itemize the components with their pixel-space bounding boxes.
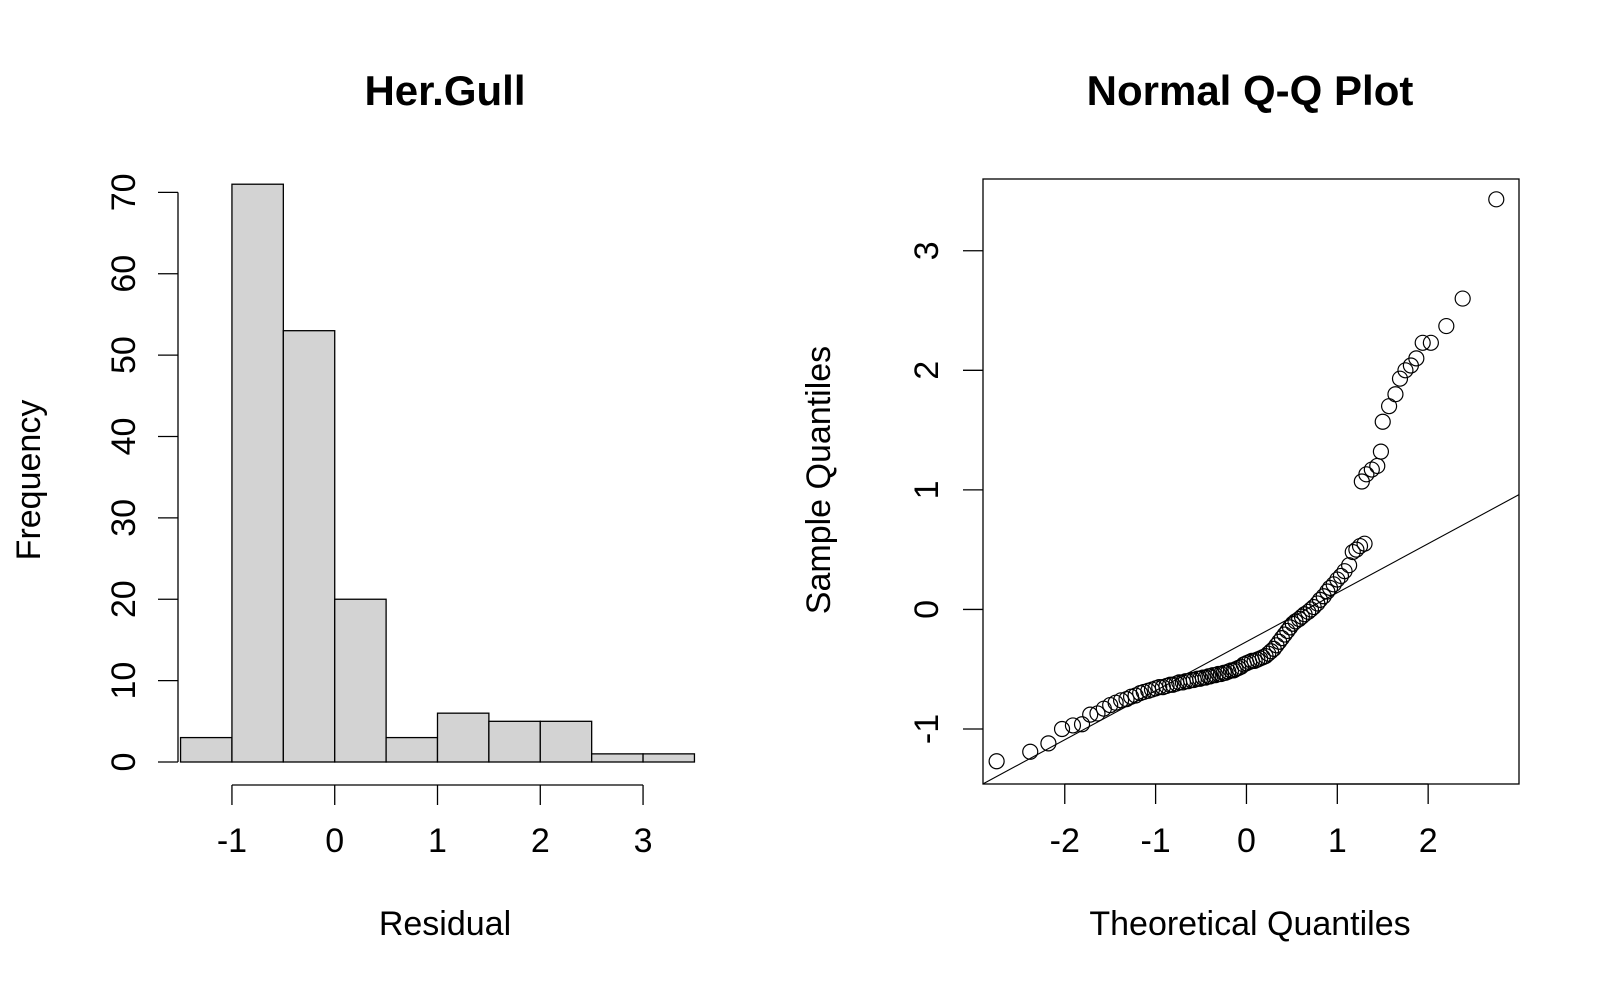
histogram-bar bbox=[385, 736, 439, 763]
qq-point bbox=[1387, 386, 1404, 403]
histogram-y-tick-label: 70 bbox=[105, 173, 143, 211]
qq-point bbox=[1118, 691, 1135, 708]
histogram-x-tick-label: 0 bbox=[325, 822, 344, 860]
qq-point bbox=[1089, 705, 1106, 722]
histogram-bars bbox=[179, 183, 696, 763]
qq-x-axis: -2 -1 0 1 2 bbox=[1050, 783, 1438, 860]
qq-y-axis: -1 0 1 2 3 bbox=[908, 241, 983, 744]
qq-points bbox=[988, 191, 1505, 770]
qq-point bbox=[1040, 735, 1057, 752]
histogram-bar bbox=[539, 720, 593, 763]
histogram-x-axis-label: Residual bbox=[379, 905, 511, 943]
qq-point bbox=[1358, 466, 1375, 483]
qq-point bbox=[1302, 601, 1320, 618]
qq-plot-frame bbox=[982, 178, 1520, 785]
qq-point bbox=[1438, 317, 1455, 335]
qq-point bbox=[1363, 461, 1380, 478]
histogram-y-tick-label: 20 bbox=[105, 580, 143, 618]
qq-x-tick-label: -2 bbox=[1050, 822, 1080, 860]
qq-x-tick-label: -1 bbox=[1140, 822, 1170, 860]
qq-reference-line-segment bbox=[982, 494, 1520, 785]
qq-y-tick-label: 0 bbox=[908, 600, 946, 619]
qq-point bbox=[1348, 541, 1365, 558]
qq-point bbox=[1336, 563, 1353, 580]
qq-point bbox=[1488, 191, 1505, 208]
qq-point bbox=[1397, 362, 1414, 379]
histogram-y-tick-label: 0 bbox=[105, 753, 143, 772]
qq-point bbox=[1414, 334, 1431, 351]
qq-point bbox=[1260, 645, 1277, 662]
qq-y-axis-label: Sample Quantiles bbox=[800, 346, 838, 614]
qq-point bbox=[988, 753, 1005, 770]
qq-point bbox=[1254, 649, 1271, 666]
histogram-bar bbox=[591, 753, 644, 763]
qq-point bbox=[1300, 603, 1317, 620]
qq-point bbox=[1454, 290, 1471, 307]
qq-x-tick-label: 2 bbox=[1419, 822, 1438, 860]
qq-point bbox=[1151, 679, 1168, 696]
qq-plot-panel: Normal Q-Q Plot Theoretical Quantiles Sa… bbox=[800, 67, 1520, 943]
histogram-x-tick-label: 2 bbox=[531, 822, 550, 860]
qq-x-axis-label: Theoretical Quantiles bbox=[1089, 905, 1410, 943]
histogram-x-axis: -1 0 1 2 3 bbox=[217, 784, 653, 860]
histogram-bar bbox=[282, 330, 336, 763]
qq-x-tick-label: 1 bbox=[1328, 822, 1347, 860]
qq-point bbox=[1391, 370, 1409, 387]
histogram-y-axis-label: Frequency bbox=[10, 400, 48, 561]
qq-point bbox=[1112, 692, 1130, 709]
qq-point bbox=[1064, 717, 1082, 734]
qq-plot-title: Normal Q-Q Plot bbox=[1087, 67, 1414, 114]
qq-point bbox=[1225, 662, 1242, 679]
qq-y-tick-label: -1 bbox=[908, 714, 946, 744]
histogram-bar bbox=[642, 753, 696, 763]
qq-point bbox=[1192, 670, 1209, 687]
qq-point bbox=[1230, 659, 1247, 677]
qq-point bbox=[1356, 535, 1373, 552]
qq-point bbox=[1262, 643, 1280, 660]
qq-point bbox=[1369, 457, 1386, 475]
histogram-x-tick-label: 1 bbox=[428, 822, 447, 860]
histogram-y-tick-label: 30 bbox=[105, 499, 143, 537]
qq-point bbox=[1022, 743, 1039, 760]
histogram-y-tick-label: 50 bbox=[105, 336, 143, 374]
histogram-y-tick-label: 40 bbox=[105, 418, 143, 456]
qq-x-tick-label: 0 bbox=[1237, 822, 1256, 860]
histogram-x-tick-label: 3 bbox=[634, 822, 653, 860]
qq-point bbox=[1351, 537, 1369, 555]
histogram-x-tick-label: -1 bbox=[217, 822, 247, 860]
qq-y-tick-label: 2 bbox=[908, 361, 946, 380]
qq-reference-line bbox=[982, 494, 1520, 785]
histogram-y-tick-label: 60 bbox=[105, 255, 143, 293]
qq-point bbox=[1380, 398, 1398, 415]
qq-y-tick-label: 3 bbox=[908, 241, 946, 260]
qq-point bbox=[1374, 413, 1391, 430]
histogram-bar bbox=[179, 736, 233, 763]
qq-point bbox=[1082, 706, 1099, 723]
qq-point bbox=[1281, 619, 1299, 636]
qq-point bbox=[1207, 667, 1224, 684]
qq-point bbox=[1315, 588, 1332, 605]
qq-point bbox=[1341, 557, 1358, 574]
qq-point bbox=[1372, 443, 1390, 460]
qq-point bbox=[1422, 334, 1439, 351]
histogram-bar bbox=[436, 712, 490, 763]
histogram-y-tick-label: 10 bbox=[105, 662, 143, 700]
histogram-y-axis: 0 10 20 30 40 50 60 70 bbox=[105, 173, 179, 772]
histogram-bar bbox=[488, 720, 541, 763]
qq-y-tick-label: 1 bbox=[908, 480, 946, 499]
qq-point bbox=[1232, 658, 1250, 675]
qq-point bbox=[1408, 350, 1425, 367]
histogram-bar bbox=[334, 598, 387, 763]
qq-point bbox=[1073, 716, 1091, 733]
histogram-title: Her.Gull bbox=[364, 67, 525, 114]
histogram-panel: Her.Gull Residual Frequency -1 0 1 2 3 0 10 20… bbox=[10, 67, 696, 943]
qq-point bbox=[1332, 567, 1350, 585]
histogram-bar bbox=[231, 183, 284, 763]
qq-point bbox=[1053, 720, 1071, 738]
